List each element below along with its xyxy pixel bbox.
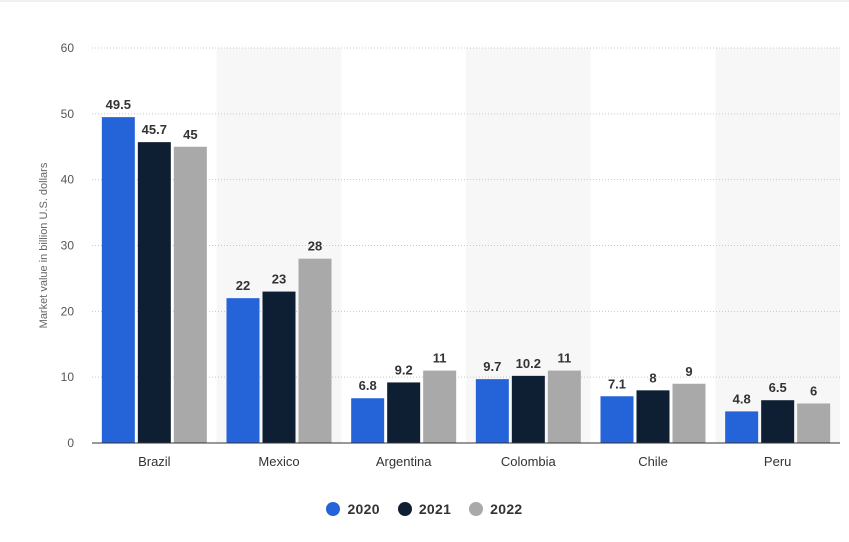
legend-label-2020: 2020 bbox=[347, 501, 380, 517]
data-label: 6 bbox=[810, 384, 817, 399]
bar-argentina-2022[interactable] bbox=[423, 370, 457, 443]
legend-item-2020[interactable]: 2020 bbox=[326, 501, 380, 517]
bar-chile-2022[interactable] bbox=[672, 383, 706, 443]
data-label: 45 bbox=[183, 127, 197, 142]
data-labels: 49.5 45.7 45 22 23 28 6.8 9.2 11 9.7 10.2 11 7.1 8 9 4.… bbox=[106, 97, 818, 406]
legend-label-2022: 2022 bbox=[490, 501, 523, 517]
legend-swatch-2022 bbox=[469, 502, 484, 516]
y-tick-label: 30 bbox=[61, 239, 75, 253]
y-tick-label: 0 bbox=[67, 436, 74, 450]
bar-chile-2021[interactable] bbox=[636, 390, 670, 443]
top-divider bbox=[0, 0, 849, 2]
bar-peru-2022[interactable] bbox=[797, 403, 831, 444]
legend-swatch-2020 bbox=[326, 502, 341, 516]
data-label: 7.1 bbox=[608, 376, 626, 391]
bar-brazil-2022[interactable] bbox=[173, 146, 207, 443]
y-tick-label: 40 bbox=[61, 173, 75, 187]
bar-mexico-2020[interactable] bbox=[226, 298, 260, 443]
legend-swatch-2021 bbox=[397, 502, 412, 516]
data-label: 11 bbox=[557, 351, 571, 366]
bar-colombia-2021[interactable] bbox=[511, 375, 545, 443]
data-label: 4.8 bbox=[733, 391, 751, 406]
legend-item-2022[interactable]: 2022 bbox=[469, 501, 522, 517]
category-band bbox=[715, 48, 840, 443]
data-label: 49.5 bbox=[106, 97, 131, 112]
x-tick-label: Peru bbox=[764, 454, 791, 469]
bar-mexico-2021[interactable] bbox=[262, 291, 296, 443]
x-axis-ticks: Brazil Mexico Argentina Colombia Chile Peru bbox=[138, 454, 791, 469]
bar-brazil-2020[interactable] bbox=[101, 117, 135, 443]
y-tick-label: 50 bbox=[61, 107, 75, 121]
data-label: 9.7 bbox=[483, 359, 501, 374]
bar-colombia-2020[interactable] bbox=[475, 379, 509, 443]
bar-mexico-2022[interactable] bbox=[298, 258, 332, 443]
y-axis-ticks: 0 10 20 30 40 50 60 bbox=[61, 41, 75, 450]
bar-argentina-2020[interactable] bbox=[351, 398, 385, 443]
data-label: 22 bbox=[236, 278, 250, 293]
data-label: 6.5 bbox=[769, 380, 787, 395]
legend: 2020 2021 2022 bbox=[0, 497, 849, 521]
y-axis-label: Market value in billion U.S. dollars bbox=[38, 162, 50, 328]
data-label: 8 bbox=[649, 370, 656, 385]
bar-brazil-2021[interactable] bbox=[137, 142, 171, 443]
data-label: 9.2 bbox=[395, 362, 413, 377]
legend-item-2021[interactable]: 2021 bbox=[397, 501, 452, 517]
bar-colombia-2022[interactable] bbox=[547, 370, 581, 443]
bar-chile-2020[interactable] bbox=[600, 396, 634, 443]
x-tick-label: Argentina bbox=[376, 454, 432, 469]
x-tick-label: Mexico bbox=[258, 454, 299, 469]
data-label: 10.2 bbox=[516, 356, 541, 371]
y-tick-label: 10 bbox=[61, 370, 75, 384]
data-label: 23 bbox=[272, 272, 286, 287]
data-label: 11 bbox=[433, 351, 447, 366]
x-tick-label: Chile bbox=[638, 454, 668, 469]
x-tick-label: Colombia bbox=[501, 454, 557, 469]
x-tick-label: Brazil bbox=[138, 454, 171, 469]
y-tick-label: 60 bbox=[61, 41, 75, 55]
data-label: 28 bbox=[308, 239, 322, 254]
bar-peru-2021[interactable] bbox=[761, 400, 795, 443]
data-label: 6.8 bbox=[359, 378, 377, 393]
y-tick-label: 20 bbox=[61, 304, 75, 318]
data-label: 45.7 bbox=[142, 122, 167, 137]
bar-peru-2020[interactable] bbox=[725, 411, 759, 443]
bars bbox=[101, 117, 831, 444]
legend-label-2021: 2021 bbox=[418, 501, 452, 517]
data-label: 9 bbox=[685, 364, 692, 379]
bar-argentina-2021[interactable] bbox=[387, 382, 421, 443]
